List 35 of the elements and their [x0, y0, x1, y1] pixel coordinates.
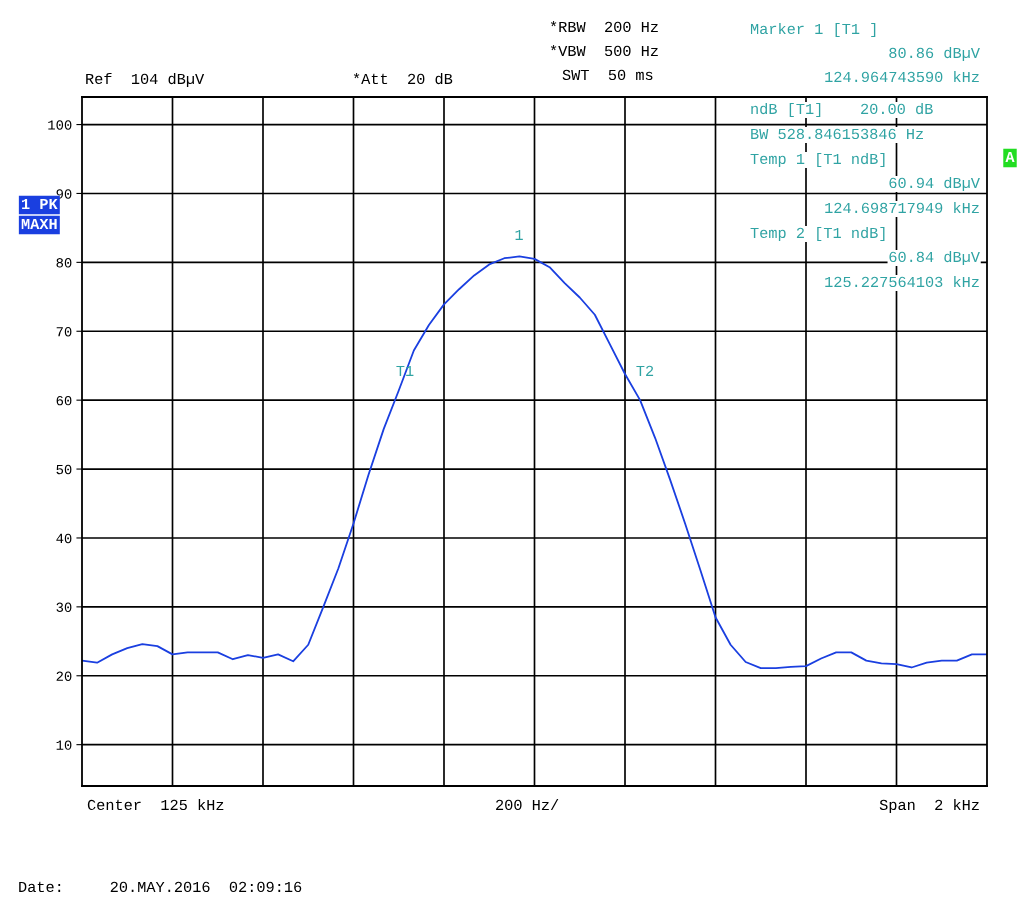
annotation: Temp 1 [T1 ndB]	[750, 152, 885, 168]
text: *VBW 500 Hz	[550, 44, 658, 57]
text: *Att 20 dB	[353, 72, 453, 85]
text: 124.964743590 kHz	[825, 70, 979, 83]
annotation: T2	[636, 365, 654, 376]
annotation: 125.227564103 kHz	[825, 275, 979, 288]
text: Ref 104 dBµV	[86, 72, 205, 87]
text: Span 2 kHz	[879, 798, 979, 814]
y-tick-label: 50	[56, 464, 72, 475]
y-tick-label: 70	[56, 327, 72, 337]
text: 1 PK	[22, 198, 58, 209]
y-tick-label: 40	[56, 533, 72, 544]
annotation: 1	[515, 229, 523, 240]
y-tick-label: 80	[56, 258, 72, 268]
text: Date: 20.MAY.2016 02:09:16	[19, 881, 302, 893]
annotation: 60.94 dBµV	[889, 176, 980, 191]
y-tick-label: 10	[56, 740, 72, 750]
text: SWT 50 ms	[562, 69, 653, 81]
annotation: BW 528.846153846 Hz	[751, 128, 923, 140]
y-tick-label: 90	[56, 189, 72, 199]
y-tick-label: 100	[48, 120, 72, 130]
y-tick-label: 20	[56, 671, 72, 681]
annotation: ndB [T1] 20.00 dB	[751, 102, 933, 118]
text: Center 125 kHz	[87, 798, 224, 811]
text: *RBW 200 Hz	[550, 20, 658, 33]
text: MAXH	[21, 218, 57, 229]
text: Marker 1 [T1 ]	[750, 22, 876, 38]
y-tick-label: 30	[56, 602, 72, 613]
annotation: 124.698717949 kHz	[825, 201, 979, 214]
annotation: Temp 2 [T1 ndB]	[750, 226, 885, 242]
y-tick-label: 60	[56, 395, 72, 406]
text: A	[1005, 151, 1015, 162]
annotation: 60.84 dBµV	[889, 250, 980, 265]
text: 80.86 dBµV	[889, 46, 980, 61]
text: 200 Hz/	[496, 798, 559, 811]
